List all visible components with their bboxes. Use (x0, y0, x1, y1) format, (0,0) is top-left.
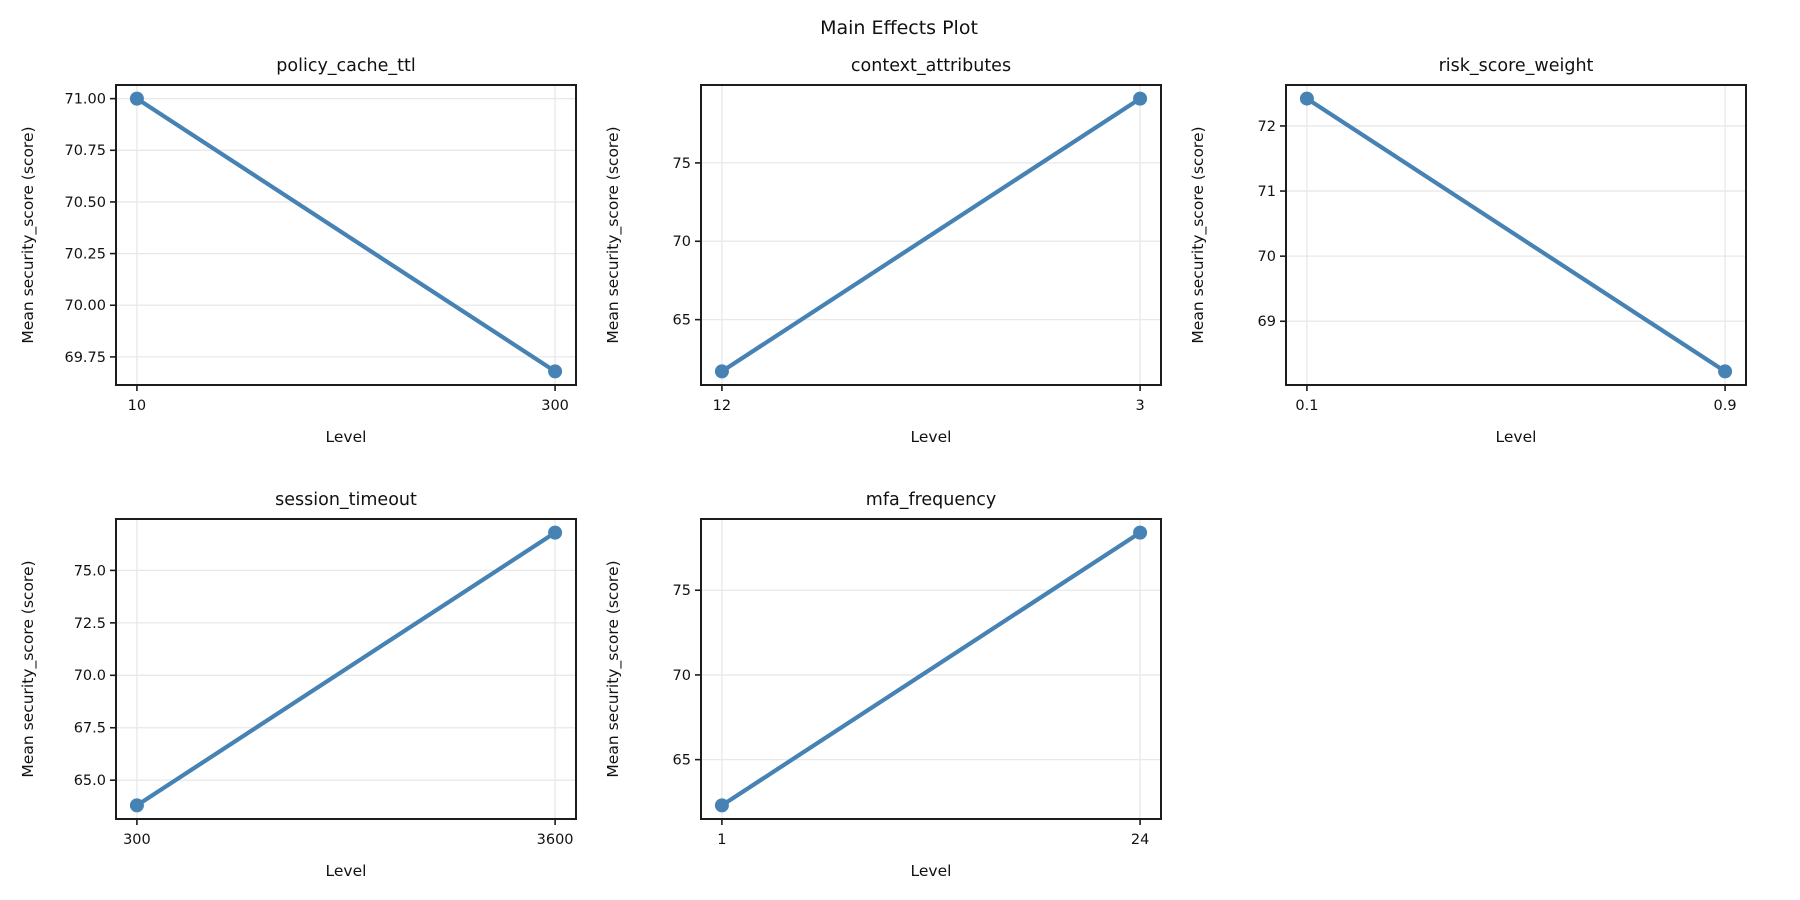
axes-spines (115, 84, 577, 386)
axes-spines (115, 518, 577, 820)
y-tick-label: 70 (673, 668, 691, 684)
axes-spines (1285, 84, 1747, 386)
data-point (1133, 525, 1148, 540)
subplot-session-timeout: 65.0 67.5 70.0 72.5 75.0 300 3600 session_timeo… (13, 489, 598, 889)
subplot-chart-mfa-frequency: 65 70 75 1 24 mfa_frequency Level Mean security… (604, 490, 1162, 880)
y-tick-label: 70.0 (74, 668, 106, 684)
subplot-chart-session-timeout: 65.0 67.5 70.0 72.5 75.0 300 3600 session_timeo… (19, 490, 577, 880)
y-tick-label: 67.5 (74, 721, 106, 737)
data-point (548, 364, 563, 379)
y-tick-label: 70 (1258, 249, 1276, 265)
series-line (134, 530, 558, 808)
x-tick-label: 3600 (537, 832, 574, 848)
x-tick-label: 0.1 (1295, 398, 1318, 414)
x-tick-label: 12 (713, 398, 731, 414)
y-tick-label: 72.5 (74, 616, 106, 632)
subplot-chart-risk-score-weight: 69 70 71 72 0.1 0.9 risk_score_weight Level Mean… (1189, 56, 1747, 446)
y-axis-label: Mean security_score (score) (19, 126, 38, 343)
series-line (134, 96, 558, 374)
y-tick-label: 65 (673, 313, 691, 329)
series-line (1304, 96, 1728, 374)
y-tick-label: 71.00 (64, 92, 106, 108)
x-tick-label: 24 (1131, 832, 1149, 848)
y-tick-label: 70 (673, 234, 691, 250)
y-tick-label: 69.75 (64, 350, 106, 366)
subplot-title: session_timeout (275, 490, 417, 510)
empty-cell (1183, 489, 1768, 889)
subplot-row-1: 69.75 70.00 70.25 70.50 70.75 71.00 10 300 polic… (13, 55, 1800, 455)
y-tick-label: 75 (673, 583, 691, 599)
y-tick-label: 71 (1258, 184, 1276, 200)
subplot-chart-context-attributes: 65 70 75 12 3 context_attributes Level Mean sec… (604, 56, 1162, 446)
y-axis-label: Mean security_score (score) (604, 126, 623, 343)
data-point (714, 364, 729, 379)
y-tick-label: 75 (673, 156, 691, 172)
series-line (719, 530, 1143, 808)
data-point (714, 798, 729, 813)
figure-title: Main Effects Plot (820, 17, 978, 39)
subplot-title: risk_score_weight (1439, 56, 1594, 76)
data-point (1299, 91, 1314, 106)
x-axis-label: Level (911, 862, 952, 880)
x-tick-label: 1 (717, 832, 726, 848)
y-tick-label: 70.75 (64, 143, 106, 159)
x-tick-label: 300 (123, 832, 151, 848)
y-tick-label: 69 (1258, 314, 1276, 330)
data-point (1133, 91, 1148, 106)
x-axis-label: Level (326, 862, 367, 880)
y-axis-label: Mean security_score (score) (604, 560, 623, 777)
subplot-chart-policy-cache-ttl: 69.75 70.00 70.25 70.50 70.75 71.00 10 300 polic… (19, 56, 577, 446)
series-line (719, 96, 1143, 374)
subplot-policy-cache-ttl: 69.75 70.00 70.25 70.50 70.75 71.00 10 300 polic… (13, 55, 598, 455)
x-tick-label: 300 (541, 398, 569, 414)
subplot-context-attributes: 65 70 75 12 3 context_attributes Level Mean sec… (598, 55, 1183, 455)
x-axis-label: Level (1496, 428, 1537, 446)
subplot-title: context_attributes (851, 56, 1011, 76)
axes-spines (700, 518, 1162, 820)
y-tick-label: 65 (673, 753, 691, 769)
x-axis-label: Level (326, 428, 367, 446)
y-tick-label: 70.00 (64, 298, 106, 314)
y-axis-label: Mean security_score (score) (19, 560, 38, 777)
subplot-title: policy_cache_ttl (276, 56, 415, 76)
data-point (548, 525, 563, 540)
data-point (129, 91, 144, 106)
subplot-row-2: 65.0 67.5 70.0 72.5 75.0 300 3600 session_timeo… (13, 489, 1800, 889)
y-tick-label: 72 (1258, 119, 1276, 135)
x-tick-label: 3 (1135, 398, 1144, 414)
y-tick-label: 65.0 (74, 773, 106, 789)
x-tick-label: 0.9 (1714, 398, 1737, 414)
subplot-title: mfa_frequency (866, 490, 996, 510)
y-axis-label: Mean security_score (score) (1189, 126, 1208, 343)
y-tick-label: 70.25 (64, 247, 106, 263)
axes-spines (700, 84, 1162, 386)
x-tick-label: 10 (128, 398, 146, 414)
subplot-mfa-frequency: 65 70 75 1 24 mfa_frequency Level Mean security… (598, 489, 1183, 889)
y-tick-label: 70.50 (64, 195, 106, 211)
data-point (1718, 364, 1733, 379)
x-axis-label: Level (911, 428, 952, 446)
y-tick-label: 75.0 (74, 563, 106, 579)
subplot-risk-score-weight: 69 70 71 72 0.1 0.9 risk_score_weight Level Mean… (1183, 55, 1768, 455)
data-point (129, 798, 144, 813)
